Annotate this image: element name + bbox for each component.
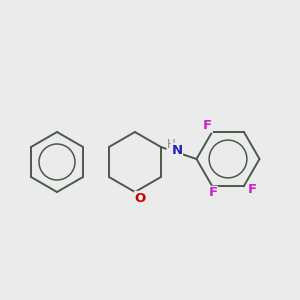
- Text: O: O: [135, 191, 146, 205]
- Text: F: F: [203, 119, 212, 132]
- Text: F: F: [248, 183, 257, 196]
- Text: H: H: [167, 138, 176, 151]
- Text: F: F: [208, 186, 218, 200]
- Text: N: N: [171, 144, 182, 157]
